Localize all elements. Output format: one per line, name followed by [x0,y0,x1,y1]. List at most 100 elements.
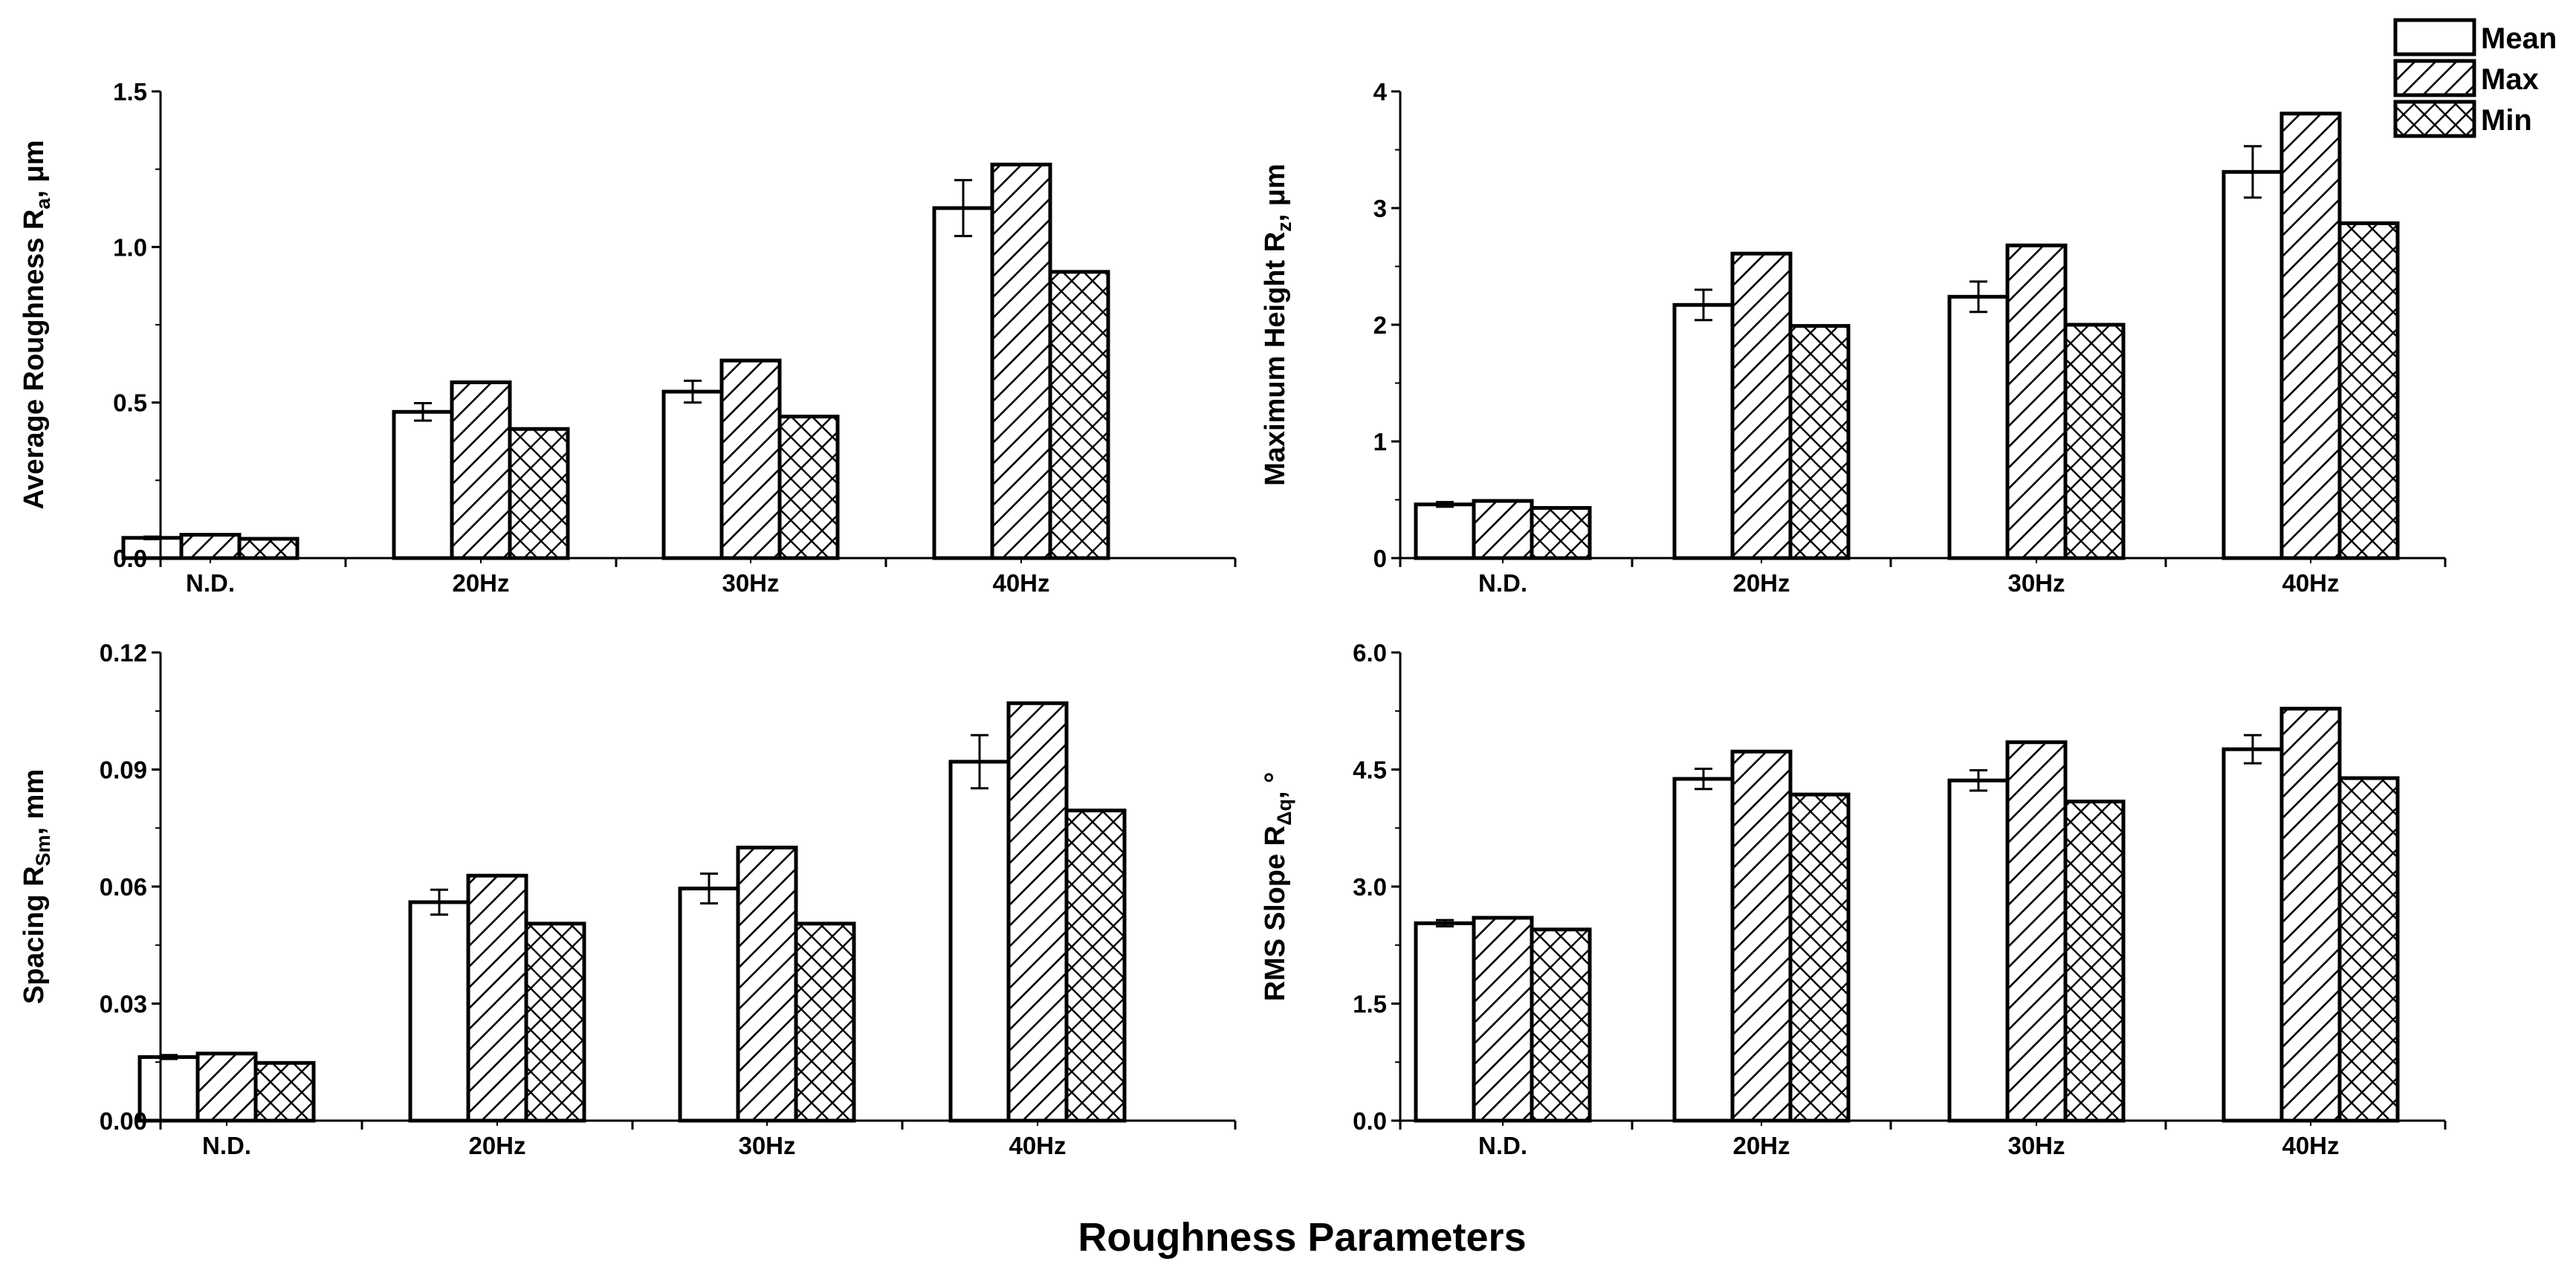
x-tick-label: 20Hz [468,1132,525,1159]
legend-label-min: Min [2481,104,2532,137]
y-tick-label: 4.5 [1353,757,1387,784]
bar-mean-3 [932,206,994,560]
y-tick-label: 1 [1373,428,1387,456]
y-axis-label: Maximum Height Rz, μm [1260,163,1295,486]
bar-mean-1 [1672,777,1735,1123]
error-bar-1 [430,888,448,916]
bar-mean-1 [1672,302,1735,560]
bar-max-3 [2279,111,2342,560]
y-axis-label: Average Roughness Ra, μm [19,140,54,509]
bar-max-3 [2279,707,2342,1123]
y-axis-label: Spacing RSm, mm [19,769,54,1005]
figure-x-title: Roughness Parameters [1078,1215,1526,1260]
error-bar-3 [954,178,972,238]
x-tick-label: 30Hz [2007,569,2065,597]
x-tick-label: 30Hz [722,569,779,597]
legend: Mean Max Min [2393,18,2557,138]
bar-mean-1 [392,409,454,560]
bar-mean-3 [2221,747,2284,1123]
y-tick-label: 6.0 [1353,639,1387,667]
y-tick-label: 0.0 [1353,1107,1387,1135]
bar-mean-1 [408,900,470,1123]
x-tick-label: 40Hz [2282,1132,2339,1159]
bar-min-3 [2337,776,2400,1123]
bar-min-2 [2063,323,2126,560]
x-tick-label: N.D. [1478,1132,1527,1159]
error-bar-1 [1695,767,1712,791]
chart-panel-4: 0.0 1.5 3.0 4.5 6.0 N.D. 20Hz 30Hz 40Hz RMS Slope… [1260,639,2447,1159]
bar-max-0 [179,533,242,560]
y-axis-label: RMS Slope RΔq, ° [1260,772,1295,1002]
y-tick-label: 0 [1373,545,1387,572]
x-tick-label: 30Hz [2007,1132,2065,1159]
y-tick-label: 0.00 [100,1107,147,1135]
bar-min-3 [1064,809,1127,1123]
bar-max-2 [2005,740,2068,1123]
bar-min-1 [1788,792,1851,1123]
y-tick-label: 0.06 [100,873,147,901]
chart-panel-1: 0.0 0.5 1.0 1.5 N.D. 20Hz 30Hz 40Hz Average Roug… [19,78,1237,597]
legend-label-mean: Mean [2481,22,2557,55]
y-tick-label: 1.5 [113,78,147,106]
bar-max-1 [466,873,528,1123]
y-tick-label: 3.0 [1353,873,1387,901]
y-tick-label: 3 [1373,195,1387,222]
error-bar-2 [700,872,718,905]
bar-min-2 [777,415,840,560]
chart-panel-3: 0.00 0.03 0.06 0.09 0.12 N.D. 20Hz 30Hz 40Hz Spac… [19,639,1237,1159]
bar-mean-2 [678,887,740,1123]
legend-item-mean: Mean [2393,18,2557,56]
bar-min-2 [2063,800,2126,1123]
legend-label-max: Max [2481,63,2539,96]
bar-max-0 [195,1052,258,1123]
bar-max-0 [1472,499,1534,560]
error-bar-0 [1436,501,1454,508]
y-tick-label: 0.12 [100,639,147,667]
y-tick-label: 0.0 [113,545,147,572]
bar-min-0 [237,537,300,560]
x-tick-label: N.D. [1478,569,1527,597]
y-tick-label: 0.5 [113,389,147,417]
bar-min-0 [1530,927,1592,1123]
bar-max-1 [450,380,512,560]
bar-max-2 [736,846,798,1123]
x-tick-label: N.D. [186,569,235,597]
x-tick-label: 20Hz [1732,1132,1790,1159]
legend-item-min: Min [2393,100,2532,138]
error-bar-2 [684,379,702,404]
bar-min-0 [1530,505,1592,560]
bar-min-3 [2337,221,2400,560]
bar-mean-0 [1414,921,1476,1123]
bar-mean-2 [1947,294,2010,560]
y-tick-label: 4 [1373,78,1388,106]
y-tick-label: 0.03 [100,991,147,1018]
bar-max-2 [719,358,782,560]
bar-min-1 [524,921,586,1123]
bar-mean-3 [2221,169,2284,560]
bar-min-2 [794,921,856,1123]
chart-panel-2: 0 1 2 3 4 N.D. 20Hz 30Hz 40Hz Maximum Height Rz, … [1260,78,2447,597]
x-tick-label: 20Hz [452,569,509,597]
bar-max-3 [990,162,1052,560]
x-tick-label: 40Hz [2282,569,2339,597]
y-tick-label: 0.09 [100,757,147,784]
bar-max-1 [1730,251,1793,560]
error-bar-0 [160,1054,178,1060]
bar-max-2 [2005,243,2068,560]
x-tick-label: 40Hz [992,569,1049,597]
y-tick-label: 1.0 [113,233,147,261]
x-tick-label: 40Hz [1009,1132,1066,1159]
x-tick-label: 20Hz [1732,569,1790,597]
bar-mean-0 [1414,502,1476,560]
y-tick-label: 1.5 [1353,991,1387,1018]
bar-mean-2 [661,389,724,560]
error-bar-0 [1436,919,1454,928]
bar-min-1 [508,427,570,560]
bar-min-3 [1048,270,1110,560]
bar-mean-3 [948,759,1011,1123]
error-bar-3 [2244,733,2262,765]
error-bar-2 [1970,280,1987,314]
bar-max-0 [1472,916,1534,1123]
x-tick-label: 30Hz [738,1132,795,1159]
